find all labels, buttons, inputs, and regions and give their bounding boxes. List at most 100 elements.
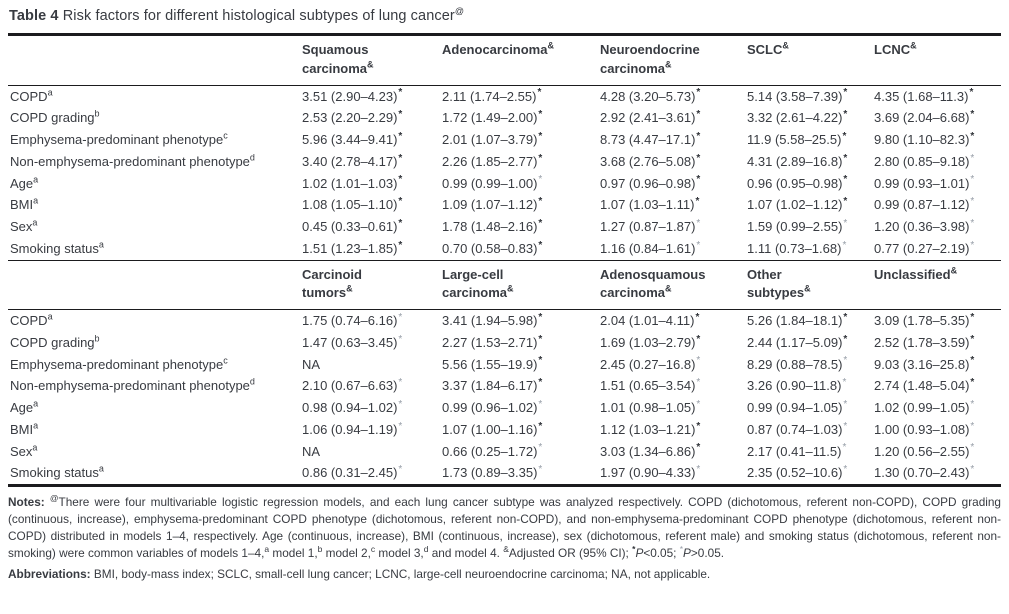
or-cell: 2.26 (1.85–2.77)*: [442, 152, 543, 169]
significance-marker: *: [843, 333, 848, 345]
or-cell: 2.04 (1.01–4.11)*: [600, 311, 700, 329]
col-header-large-cell-carcinoma: Large-cell carcinoma&: [440, 259, 598, 311]
table-row-smoking-status: Smoking statusa 1.51 (1.23–1.85)* 0.70 (…: [8, 238, 1001, 260]
or-cell: NA: [302, 443, 321, 459]
or-cell: 3.51 (2.90–4.23)*: [302, 87, 403, 104]
empty-header-cell: [8, 259, 300, 311]
table-row-bmi: BMIa 1.06 (0.94–1.19)* 1.07 (1.00–1.16)*…: [8, 419, 1001, 441]
table-title-text: Risk factors for different histological …: [58, 8, 455, 24]
or-cell: 3.40 (2.78–4.17)*: [302, 152, 403, 169]
or-cell: 2.10 (0.67–6.63)*: [302, 377, 403, 394]
significance-marker: *: [696, 239, 701, 251]
significance-marker: *: [696, 333, 701, 345]
or-cell: 0.98 (0.94–1.02)*: [302, 398, 403, 416]
table-row-copd: COPDa 3.51 (2.90–4.23)* 2.11 (1.74–2.55)…: [8, 85, 1001, 107]
significance-marker: *: [538, 311, 543, 323]
table-row-emphysema-phenotype: Emphysema-predominant phenotypec 5.96 (3…: [8, 129, 1001, 151]
row-label: Smoking statusa: [10, 239, 104, 256]
significance-marker: *: [695, 311, 700, 323]
or-cell: 0.87 (0.74–1.03)*: [747, 420, 848, 437]
col-header-other-subtypes: Other subtypes&: [745, 259, 872, 311]
or-cell: 0.86 (0.31–2.45)*: [302, 464, 403, 481]
row-label: Agea: [10, 398, 39, 416]
or-cell: 5.26 (1.84–18.1)*: [747, 311, 848, 329]
document-page: Table 4 Risk factors for different histo…: [8, 7, 1001, 581]
table-row-non-emphysema-phenotype: Non-emphysema-predominant phenotyped 2.1…: [8, 375, 1001, 397]
significance-marker: *: [538, 130, 543, 142]
or-cell: 1.07 (1.03–1.11)*: [600, 196, 700, 213]
table-row-bmi: BMIa 1.08 (1.05–1.10)* 1.09 (1.07–1.12)*…: [8, 194, 1001, 216]
significance-marker: *: [538, 196, 543, 208]
table-row-sex: Sexa 0.45 (0.33–0.61)* 1.78 (1.48–2.16)*…: [8, 216, 1001, 238]
significance-marker: *: [538, 239, 543, 251]
significance-marker: *: [970, 174, 975, 186]
significance-marker: *: [538, 152, 543, 164]
significance-marker: *: [538, 174, 543, 186]
significance-marker: *: [398, 152, 403, 164]
or-cell: 9.80 (1.10–82.3)*: [874, 130, 975, 148]
empty-header-cell: [8, 34, 300, 86]
or-cell: 1.97 (0.90–4.33)*: [600, 464, 701, 481]
or-cell: 0.99 (0.96–1.02)*: [442, 398, 543, 416]
row-label: Sexa: [10, 442, 38, 459]
or-cell: 1.73 (0.89–3.35)*: [442, 464, 543, 481]
abbreviations-label: Abbreviations:: [8, 566, 91, 581]
significance-marker: *: [398, 311, 403, 323]
significance-marker: *: [696, 377, 701, 389]
table-row-age: Agea 0.98 (0.94–1.02)* 0.99 (0.96–1.02)*…: [8, 397, 1001, 419]
or-cell: 3.09 (1.78–5.35)*: [874, 311, 975, 329]
or-cell: 5.96 (3.44–9.41)*: [302, 130, 403, 148]
or-cell: 0.97 (0.96–0.98)*: [600, 174, 701, 191]
row-label: Non-emphysema-predominant phenotyped: [10, 152, 255, 169]
significance-marker: *: [696, 442, 701, 454]
significance-marker: *: [696, 174, 701, 186]
or-cell: 3.32 (2.61–4.22)*: [747, 109, 848, 126]
or-cell: 1.75 (0.74–6.16)*: [302, 311, 403, 329]
col-header-unclassified: Unclassified&: [872, 259, 1001, 311]
or-cell: 2.44 (1.17–5.09)*: [747, 333, 848, 350]
or-cell: 3.37 (1.84–6.17)*: [442, 377, 543, 394]
significance-marker: *: [538, 355, 543, 367]
col-header-adenocarcinoma: Adenocarcinoma&: [440, 34, 598, 86]
or-cell: 3.68 (2.76–5.08)*: [600, 152, 701, 169]
or-cell: 0.99 (0.93–1.01)*: [874, 174, 975, 191]
or-cell: 5.56 (1.55–19.9)*: [442, 355, 543, 372]
abbreviations-footnote: Abbreviations: BMI, body-mass index; SCL…: [8, 566, 711, 581]
row-label: COPD gradingb: [10, 109, 100, 126]
significance-marker: *: [398, 130, 403, 142]
or-cell: 0.99 (0.87–1.12)*: [874, 196, 975, 213]
significance-marker: *: [398, 377, 403, 389]
significance-marker: *: [398, 174, 403, 186]
significance-marker: *: [970, 464, 975, 476]
significance-marker: *: [970, 196, 975, 208]
row-label: BMIa: [10, 420, 39, 437]
col-header-sclc: SCLC&: [745, 34, 872, 86]
or-cell: 1.72 (1.49–2.00)*: [442, 109, 543, 126]
significance-marker: *: [696, 87, 701, 99]
or-cell: 4.28 (3.20–5.73)*: [600, 87, 701, 104]
or-cell: NA: [302, 356, 321, 372]
significance-marker: *: [843, 355, 848, 367]
or-cell: 1.69 (1.03–2.79)*: [600, 333, 701, 350]
significance-marker: *: [398, 196, 403, 208]
or-cell: 0.66 (0.25–1.72)*: [442, 442, 543, 459]
or-cell: 8.29 (0.88–78.5)*: [747, 355, 848, 372]
significance-marker: *: [696, 398, 701, 410]
significance-marker: *: [843, 152, 848, 164]
or-cell: 9.03 (3.16–25.8)*: [874, 355, 975, 372]
row-label: BMIa: [10, 196, 39, 213]
or-cell: 4.31 (2.89–16.8)*: [747, 152, 848, 169]
row-label: COPDa: [10, 311, 53, 329]
significance-marker: *: [398, 239, 403, 251]
significance-marker: *: [696, 109, 701, 121]
significance-marker: *: [842, 442, 847, 454]
significance-marker: *: [843, 217, 848, 229]
significance-marker: *: [970, 398, 975, 410]
significance-marker: *: [970, 442, 975, 454]
or-cell: 2.80 (0.85–9.18)*: [874, 152, 975, 169]
or-cell: 1.51 (0.65–3.54)*: [600, 377, 701, 394]
or-cell: 1.07 (1.00–1.16)*: [442, 420, 543, 437]
significance-marker: *: [842, 239, 847, 251]
significance-marker: *: [696, 420, 701, 432]
significance-marker: *: [970, 420, 975, 432]
